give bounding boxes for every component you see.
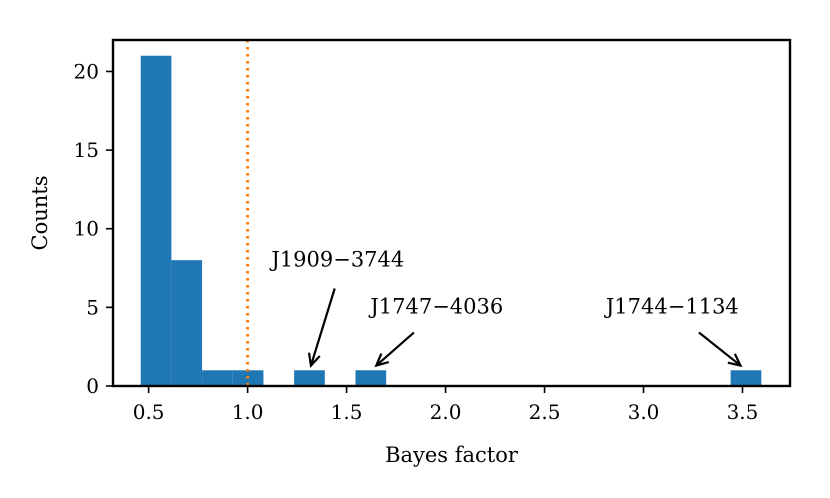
y-tick-label: 15 (74, 138, 99, 162)
annotations-group: J1909−3744 J1747−4036 J1744−1134 (269, 247, 743, 368)
x-tick-label: 2.0 (430, 400, 462, 424)
y-tick-label: 10 (74, 217, 99, 241)
plot-frame (111, 38, 792, 388)
bars-group (140, 55, 762, 387)
annotation-label: J1744−1134 (604, 295, 739, 319)
y-axis-label: Counts (28, 176, 52, 251)
annotation-arrow-head (374, 353, 390, 368)
x-tick-label: 1.0 (232, 400, 264, 424)
x-axis-ticks: 0.5 1.0 1.5 2.0 2.5 3.0 3.5 (133, 386, 759, 424)
x-axis-label: Bayes factor (385, 443, 519, 467)
y-axis-ticks: 0 5 10 15 20 (74, 59, 113, 398)
histogram-bar-2 (202, 370, 233, 386)
annotation-label: J1747−4036 (368, 295, 503, 319)
annotation-arrow-shaft (698, 331, 742, 367)
y-tick-label: 0 (86, 374, 99, 398)
annotation-arrow-shaft (309, 288, 336, 366)
x-tick-label: 0.5 (133, 400, 165, 424)
annotation-arrow-head (307, 352, 321, 368)
annotation-arrow-shaft (375, 331, 415, 367)
y-tick-label: 5 (86, 295, 99, 319)
histogram-bar-7 (355, 370, 387, 386)
histogram-bar-8 (730, 370, 762, 386)
histogram-bar-0 (140, 55, 172, 387)
x-tick-label: 3.0 (628, 400, 660, 424)
x-tick-label: 3.5 (727, 400, 759, 424)
histogram-bar-1 (171, 260, 203, 386)
y-tick-label: 20 (74, 59, 99, 83)
annotation-label: J1909−3744 (269, 247, 404, 271)
x-tick-label: 1.5 (331, 400, 363, 424)
annotation-arrow-head (727, 353, 743, 368)
x-tick-label: 2.5 (529, 400, 561, 424)
histogram-bar-5 (294, 370, 325, 386)
